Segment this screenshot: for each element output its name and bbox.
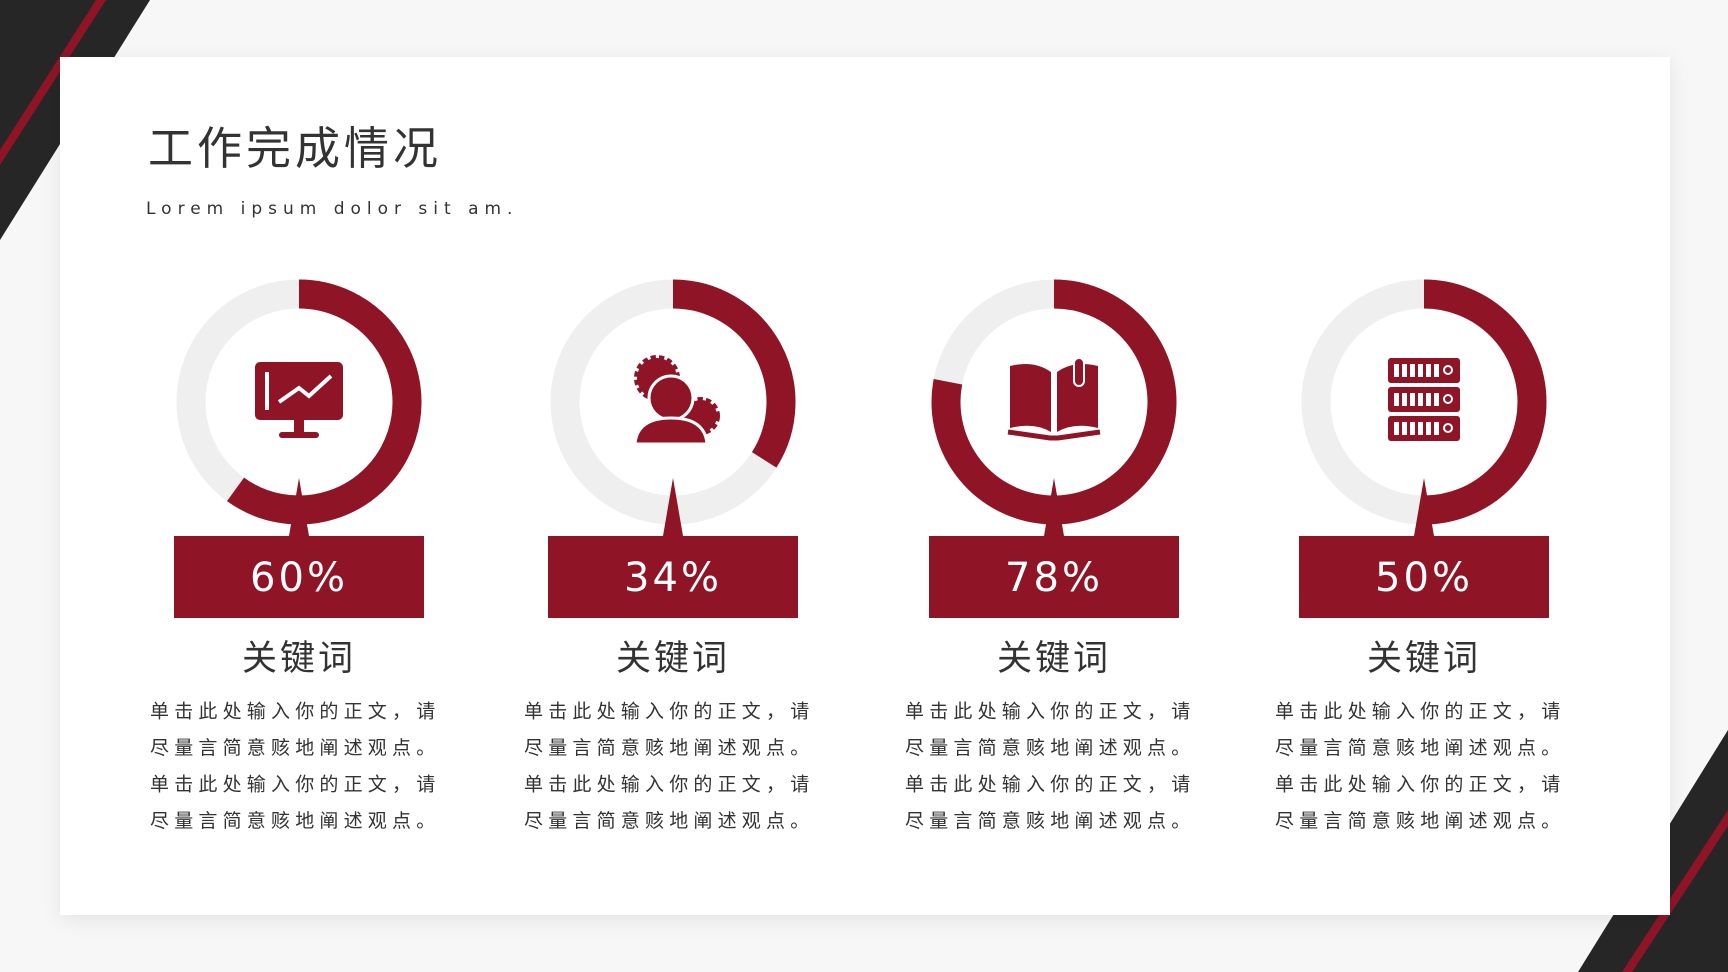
subtitle: Lorem ipsum dolor sit am. [146,199,518,219]
icon [1057,364,1098,432]
donut-arc [672,279,796,468]
icon [1010,364,1051,432]
icon [277,374,333,404]
description-line: 尽量言简意赅地阐述观点。 [150,737,440,759]
value-label: 78% [1005,555,1103,601]
description-line: 尽量言简意赅地阐述观点。 [524,737,814,759]
value-label: 60% [250,555,348,601]
icon [1073,357,1085,387]
description-line: 单击此处输入你的正文，请 [1275,774,1565,796]
description-line: 尽量言简意赅地阐述观点。 [524,810,814,832]
description-line: 单击此处输入你的正文，请 [150,774,440,796]
icon [1394,422,1399,435]
icon [1443,394,1453,404]
icon [1410,422,1415,435]
value-box [929,536,1179,618]
icon [1402,364,1407,377]
description-line: 单击此处输入你的正文，请 [1275,701,1565,723]
keyword: 关键词 [616,639,730,679]
donut-arc [1423,279,1547,525]
icon [1418,364,1423,377]
donut-arc [227,279,422,525]
description-line: 单击此处输入你的正文，请 [524,701,814,723]
keyword: 关键词 [242,639,356,679]
description-line: 单击此处输入你的正文，请 [905,774,1195,796]
description-line: 尽量言简意赅地阐述观点。 [905,810,1195,832]
icon [1426,393,1431,406]
title: 工作完成情况 [148,122,442,175]
icon [633,416,709,446]
charts: 60%关键词单击此处输入你的正文，请尽量言简意赅地阐述观点。单击此处输入你的正文… [150,279,1565,832]
icon [1007,429,1101,441]
icon [1434,393,1439,406]
icon [1443,365,1453,375]
icon [1434,364,1439,377]
icon [1426,422,1431,435]
icon [647,374,695,422]
value-box [548,536,798,618]
value-label: 50% [1375,555,1473,601]
icon [1426,364,1431,377]
description-line: 尽量言简意赅地阐述观点。 [1275,737,1565,759]
value-box [1299,536,1549,618]
description-line: 单击此处输入你的正文，请 [524,774,814,796]
icon [1418,393,1423,406]
icon [265,372,269,410]
pointer [1414,478,1434,536]
icon [1443,423,1453,433]
corner-stripe [0,0,106,165]
description-line: 单击此处输入你的正文，请 [905,701,1195,723]
donut-arc [931,279,1177,525]
pointer [289,478,309,536]
value-label: 34% [624,555,722,601]
icon [1410,364,1415,377]
icon [1418,422,1423,435]
corner-stripe [1622,810,1728,972]
description-line: 尽量言简意赅地阐述观点。 [905,737,1195,759]
icon [255,362,343,420]
description-line: 尽量言简意赅地阐述观点。 [150,810,440,832]
card [60,57,1670,915]
icon [1394,393,1399,406]
icon [1402,422,1407,435]
icon [279,432,319,438]
icon [1394,364,1399,377]
icon [1410,393,1415,406]
icon [1434,422,1439,435]
icon [294,420,304,434]
keyword: 关键词 [1367,639,1481,679]
pointer [663,478,683,536]
description-line: 单击此处输入你的正文，请 [150,701,440,723]
icon [1402,393,1407,406]
keyword: 关键词 [997,639,1111,679]
description-line: 尽量言简意赅地阐述观点。 [1275,810,1565,832]
value-box [174,536,424,618]
pointer [1044,478,1064,536]
